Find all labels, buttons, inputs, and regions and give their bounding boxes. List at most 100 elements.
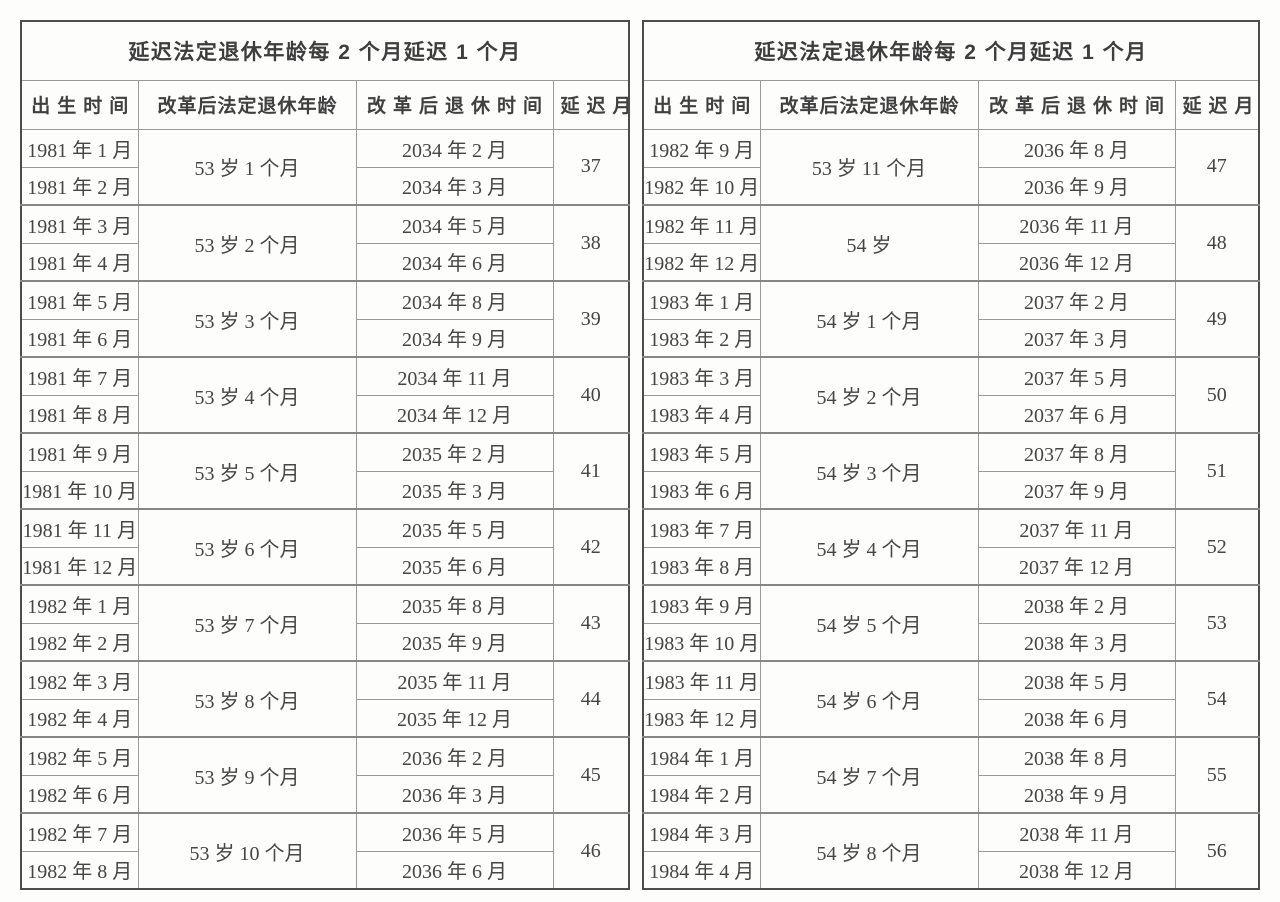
table-row: 1981 年 10 月 2035 年 3 月	[20, 470, 629, 510]
birth-month-cell: 1983 年 9 月	[642, 584, 761, 624]
birth-month-cell: 1982 年 6 月	[20, 774, 139, 814]
retirement-time-cell: 2037 年 6 月	[977, 394, 1176, 434]
birth-month-cell: 1981 年 8 月	[20, 394, 139, 434]
table-row: 1984 年 4 月 2038 年 12 月	[642, 850, 1259, 890]
table-row: 1983 年 11 月 54 岁 6 个月 2038 年 5 月 54	[642, 660, 1260, 738]
delay-months-cell: 42	[552, 508, 630, 586]
retirement-time-cell: 2035 年 6 月	[355, 546, 554, 586]
birth-month-cell: 1983 年 3 月	[642, 356, 761, 396]
birth-month-cell: 1982 年 4 月	[20, 698, 139, 738]
table-row: 1982 年 1 月 53 岁 7 个月 2035 年 8 月 43	[20, 584, 630, 662]
table-body: 1982 年 9 月 53 岁 11 个月 2036 年 8 月 47 1982…	[642, 128, 1260, 890]
table-row: 1982 年 4 月 2035 年 12 月	[20, 698, 629, 738]
birth-month-cell: 1984 年 2 月	[642, 774, 761, 814]
column-header-delay-months: 延迟月数	[1174, 79, 1260, 130]
retirement-age-cell: 54 岁	[759, 204, 979, 282]
retirement-time-cell: 2037 年 2 月	[977, 280, 1176, 320]
delay-months-cell: 38	[552, 204, 630, 282]
birth-month-cell: 1982 年 9 月	[642, 128, 761, 168]
birth-month-cell: 1983 年 8 月	[642, 546, 761, 586]
retirement-time-cell: 2034 年 8 月	[355, 280, 554, 320]
retirement-time-cell: 2035 年 12 月	[355, 698, 554, 738]
table-row: 1982 年 2 月 2035 年 9 月	[20, 622, 629, 662]
retirement-age-cell: 54 岁 2 个月	[759, 356, 979, 434]
table-title: 延迟法定退休年龄每 2 个月延迟 1 个月	[20, 20, 630, 81]
retirement-time-cell: 2038 年 11 月	[977, 812, 1176, 852]
retirement-time-cell: 2037 年 9 月	[977, 470, 1176, 510]
column-header-birth-date: 出生时间	[642, 79, 761, 130]
birth-month-cell: 1981 年 5 月	[20, 280, 139, 320]
retirement-time-cell: 2037 年 5 月	[977, 356, 1176, 396]
birth-month-cell: 1983 年 1 月	[642, 280, 761, 320]
table-row: 1983 年 8 月 2037 年 12 月	[642, 546, 1259, 586]
retirement-time-cell: 2036 年 12 月	[977, 242, 1176, 282]
birth-month-cell: 1982 年 10 月	[642, 166, 761, 206]
table-row: 1982 年 5 月 53 岁 9 个月 2036 年 2 月 45	[20, 736, 630, 814]
retirement-time-cell: 2036 年 6 月	[355, 850, 554, 890]
retirement-time-cell: 2037 年 11 月	[977, 508, 1176, 548]
delay-months-cell: 49	[1174, 280, 1260, 358]
retirement-time-cell: 2038 年 3 月	[977, 622, 1176, 662]
retirement-age-cell: 54 岁 6 个月	[759, 660, 979, 738]
tables-row: 延迟法定退休年龄每 2 个月延迟 1 个月 出生时间 改革后法定退休年龄 改革后…	[20, 20, 1262, 890]
retirement-time-cell: 2036 年 9 月	[977, 166, 1176, 206]
delay-months-cell: 43	[552, 584, 630, 662]
birth-month-cell: 1983 年 5 月	[642, 432, 761, 472]
retirement-time-cell: 2034 年 2 月	[355, 128, 554, 168]
birth-month-cell: 1984 年 3 月	[642, 812, 761, 852]
birth-month-cell: 1983 年 6 月	[642, 470, 761, 510]
table-row: 1982 年 3 月 53 岁 8 个月 2035 年 11 月 44	[20, 660, 630, 738]
retirement-time-cell: 2038 年 6 月	[977, 698, 1176, 738]
table-row: 1983 年 1 月 54 岁 1 个月 2037 年 2 月 49	[642, 280, 1260, 358]
birth-month-cell: 1982 年 7 月	[20, 812, 139, 852]
delay-months-cell: 48	[1174, 204, 1260, 282]
table-row: 1983 年 6 月 2037 年 9 月	[642, 470, 1259, 510]
column-header-delay-months: 延迟月数	[552, 79, 630, 130]
retirement-time-cell: 2035 年 9 月	[355, 622, 554, 662]
table-row: 1981 年 7 月 53 岁 4 个月 2034 年 11 月 40	[20, 356, 630, 434]
birth-month-cell: 1982 年 5 月	[20, 736, 139, 776]
retirement-age-cell: 53 岁 2 个月	[137, 204, 357, 282]
table-row: 1981 年 11 月 53 岁 6 个月 2035 年 5 月 42	[20, 508, 630, 586]
retirement-time-cell: 2036 年 5 月	[355, 812, 554, 852]
delay-months-cell: 55	[1174, 736, 1260, 814]
retirement-age-cell: 53 岁 1 个月	[137, 128, 357, 206]
retirement-age-cell: 54 岁 8 个月	[759, 812, 979, 890]
birth-month-cell: 1983 年 4 月	[642, 394, 761, 434]
retirement-time-cell: 2036 年 8 月	[977, 128, 1176, 168]
retirement-age-cell: 53 岁 5 个月	[137, 432, 357, 510]
column-header-retirement-date: 改革后退休时间	[977, 79, 1176, 130]
retirement-age-cell: 54 岁 3 个月	[759, 432, 979, 510]
table-row: 1983 年 10 月 2038 年 3 月	[642, 622, 1259, 662]
retirement-age-cell: 53 岁 7 个月	[137, 584, 357, 662]
table-body: 1981 年 1 月 53 岁 1 个月 2034 年 2 月 37 1981 …	[20, 128, 630, 890]
column-header-statutory-age: 改革后法定退休年龄	[137, 79, 357, 130]
delay-months-cell: 45	[552, 736, 630, 814]
table-row: 1983 年 7 月 54 岁 4 个月 2037 年 11 月 52	[642, 508, 1260, 586]
delay-months-cell: 39	[552, 280, 630, 358]
table-row: 1981 年 3 月 53 岁 2 个月 2034 年 5 月 38	[20, 204, 630, 282]
birth-month-cell: 1984 年 1 月	[642, 736, 761, 776]
retirement-delay-table-right: 延迟法定退休年龄每 2 个月延迟 1 个月 出生时间 改革后法定退休年龄 改革后…	[642, 20, 1260, 890]
birth-month-cell: 1981 年 1 月	[20, 128, 139, 168]
birth-month-cell: 1984 年 4 月	[642, 850, 761, 890]
retirement-time-cell: 2035 年 2 月	[355, 432, 554, 472]
retirement-time-cell: 2035 年 5 月	[355, 508, 554, 548]
retirement-time-cell: 2038 年 5 月	[977, 660, 1176, 700]
delay-months-cell: 53	[1174, 584, 1260, 662]
retirement-delay-table-left: 延迟法定退休年龄每 2 个月延迟 1 个月 出生时间 改革后法定退休年龄 改革后…	[20, 20, 630, 890]
birth-month-cell: 1981 年 11 月	[20, 508, 139, 548]
birth-month-cell: 1981 年 9 月	[20, 432, 139, 472]
table-row: 1983 年 5 月 54 岁 3 个月 2037 年 8 月 51	[642, 432, 1260, 510]
table-row: 1983 年 3 月 54 岁 2 个月 2037 年 5 月 50	[642, 356, 1260, 434]
column-header-birth-date: 出生时间	[20, 79, 139, 130]
retirement-time-cell: 2038 年 12 月	[977, 850, 1176, 890]
birth-month-cell: 1983 年 10 月	[642, 622, 761, 662]
table-row: 1983 年 4 月 2037 年 6 月	[642, 394, 1259, 434]
table-row: 1982 年 11 月 54 岁 2036 年 11 月 48	[642, 204, 1260, 282]
retirement-time-cell: 2034 年 3 月	[355, 166, 554, 206]
retirement-time-cell: 2038 年 9 月	[977, 774, 1176, 814]
birth-month-cell: 1982 年 12 月	[642, 242, 761, 282]
birth-month-cell: 1981 年 10 月	[20, 470, 139, 510]
retirement-time-cell: 2036 年 11 月	[977, 204, 1176, 244]
